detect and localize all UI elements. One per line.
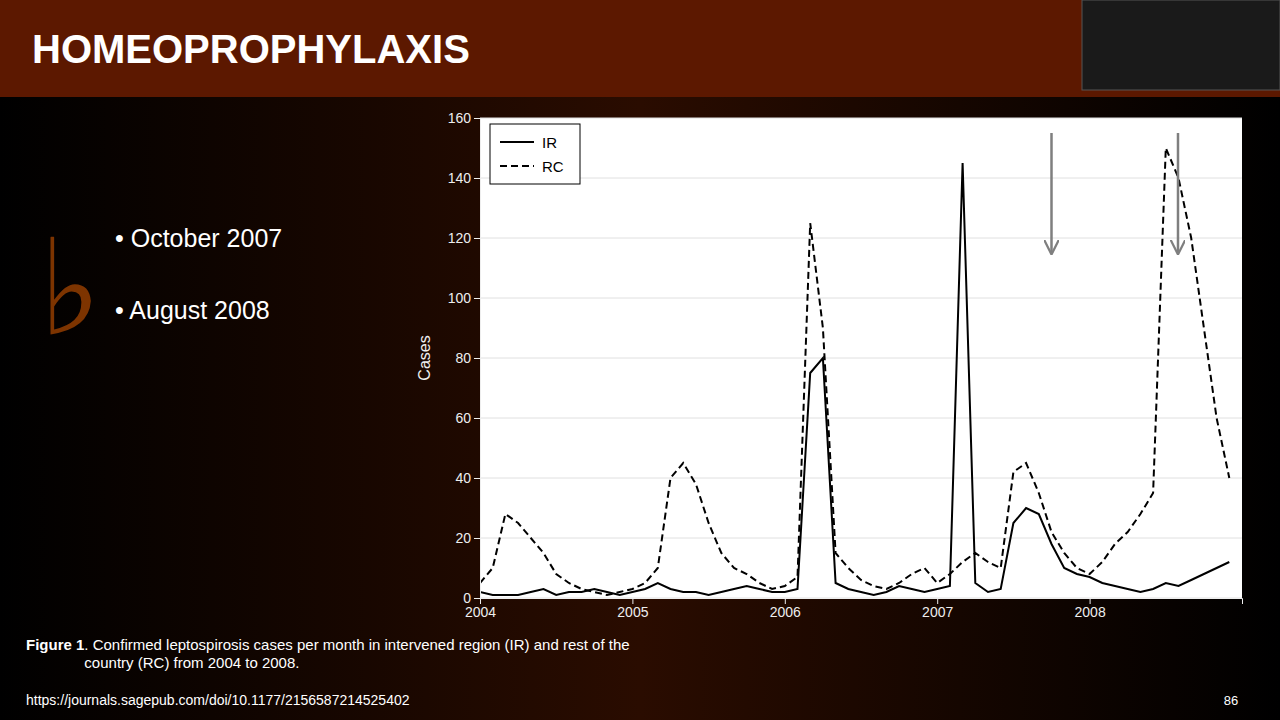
legend-label: RC [542, 158, 564, 175]
tick-label: 80 [455, 350, 471, 366]
grid-line [480, 478, 1242, 479]
tick: 0 [463, 590, 480, 606]
slide-number: 86 [1224, 693, 1238, 708]
arrow [1050, 133, 1053, 253]
x-axis: 2004 2005 2006 2007 2008 [465, 598, 1243, 620]
tick: 60 [455, 410, 480, 426]
grid-line [480, 358, 1242, 359]
tick-label: 2004 [465, 604, 496, 620]
tick-label: 60 [455, 410, 471, 426]
x-axis-line [481, 599, 1243, 605]
series-line [480, 163, 1229, 595]
grid-line [480, 538, 1242, 539]
legend-swatch [500, 141, 534, 143]
tick-mark [474, 298, 480, 299]
grid-line [480, 238, 1242, 239]
tick: 2005 [617, 598, 648, 620]
tick-label: 160 [448, 110, 472, 126]
bullet-point: • August 2008 [115, 296, 270, 324]
grid-line [480, 178, 1242, 179]
plot-background [480, 118, 1242, 598]
tick: 40 [455, 470, 480, 486]
tick-mark [474, 178, 480, 179]
legend-box [490, 124, 580, 184]
grid-line [480, 418, 1242, 419]
grid-line [480, 298, 1242, 299]
bullet-point: • October 2007 [115, 224, 282, 252]
series-line [480, 148, 1229, 595]
legend: IR RC [490, 124, 580, 184]
grid-line [480, 118, 1242, 119]
tick-label: 140 [448, 170, 472, 186]
tick: 20 [455, 530, 480, 546]
tick-mark [474, 118, 480, 119]
tick-label: 2005 [617, 604, 648, 620]
tick-mark [474, 478, 480, 479]
y-axis-title: Cases [416, 335, 433, 380]
legend-label: IR [542, 134, 557, 151]
caption: . Confirmed leptospirosis cases per mont… [84, 636, 629, 671]
tick-mark [474, 598, 480, 599]
tick-label: 2006 [770, 604, 801, 620]
title: HOMEOPROPHYLAXIS [32, 27, 470, 71]
legend-swatch [500, 165, 534, 167]
background [0, 0, 1280, 720]
y-axis: 0 20 40 60 80 100 120 140 160 [448, 110, 481, 606]
source-url: https://journals.sagepub.com/doi/10.1177… [26, 692, 410, 708]
tick: 2008 [1075, 598, 1106, 620]
tick-mark [474, 538, 480, 539]
tick: 80 [455, 350, 480, 366]
title-bar [0, 0, 1280, 97]
caption-label: Figure 1 [26, 636, 84, 653]
tick-label: 2007 [922, 604, 953, 620]
y-axis-line [474, 119, 481, 599]
symbol: ♭ [39, 214, 102, 362]
tick-label: 120 [448, 230, 472, 246]
slide: HOMEOPROPHYLAXIS ♭ • October 2007 • August … [0, 0, 1280, 720]
tick: 2007 [922, 598, 953, 620]
tick-label: 100 [448, 290, 472, 306]
arrow [1177, 133, 1180, 253]
tick-label: 0 [463, 590, 471, 606]
tick-label: 40 [455, 470, 471, 486]
tick: 140 [448, 170, 480, 186]
tick: 120 [448, 230, 480, 246]
tick-mark [474, 358, 480, 359]
plot-marks [480, 133, 1229, 595]
tick: 2006 [770, 598, 801, 620]
tick-mark [474, 238, 480, 239]
grid [480, 118, 1242, 598]
tick-label: 20 [455, 530, 471, 546]
camera-placeholder [1082, 0, 1280, 90]
tick-mark [474, 418, 480, 419]
tick: 160 [448, 110, 480, 126]
tick: 100 [448, 290, 480, 306]
tick-label: 2008 [1075, 604, 1106, 620]
